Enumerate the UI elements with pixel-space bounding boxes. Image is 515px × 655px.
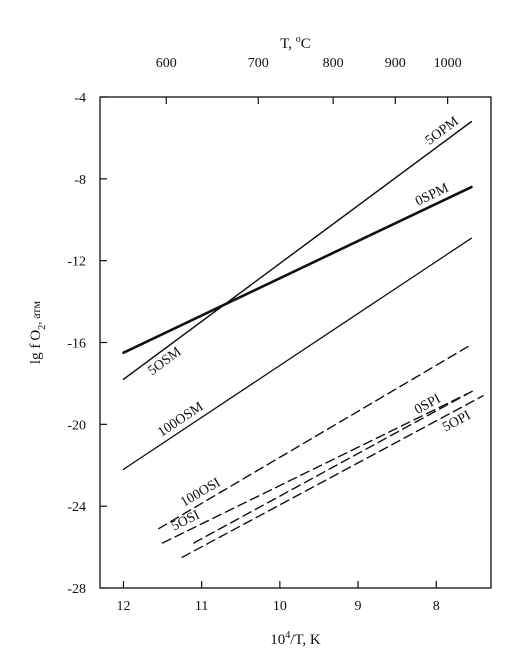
y-tick-label: -20 — [67, 418, 86, 433]
top-tick-label: 800 — [323, 56, 344, 71]
x-tick-label: 11 — [195, 599, 208, 614]
y-axis-title: lg fO2, атм — [28, 301, 48, 365]
series-line-5osm — [122, 120, 473, 380]
curve-label-5osi: 5OSI — [169, 508, 202, 535]
series-line-100osi — [157, 343, 473, 530]
curve-label-5opi: 5OPI — [440, 408, 473, 435]
plot-frame — [99, 96, 492, 589]
y-tick-label: -24 — [67, 500, 86, 515]
curve-label-100osi: 100OSI — [178, 475, 223, 510]
x-tick-label: 9 — [355, 599, 362, 614]
x-axis-title: 104/T, K — [270, 630, 321, 648]
y-tick-label: -8 — [74, 173, 86, 188]
y-axis-ticks: -4 -8 -12 -16 -20 -24 -28 — [67, 91, 107, 597]
x-tick-label: 12 — [116, 599, 130, 614]
y-tick-label: -16 — [67, 337, 86, 352]
series-line-5opi — [181, 394, 484, 559]
y-tick-label: -4 — [74, 91, 86, 106]
top-tick-label: 700 — [248, 56, 269, 71]
series-line-5osi — [161, 392, 469, 544]
top-axis-ticks: 600 700 800 900 1000 — [156, 56, 462, 104]
series-line-0spm — [122, 185, 473, 355]
series-layer — [122, 120, 484, 559]
top-tick-label: 600 — [156, 56, 177, 71]
series-line-0spi — [193, 388, 477, 544]
y-tick-label: -28 — [67, 582, 86, 597]
y-tick-label: -12 — [67, 255, 86, 270]
top-tick-label: 900 — [385, 56, 406, 71]
top-tick-label: 1000 — [434, 56, 462, 71]
top-axis-title: T, oC — [280, 34, 311, 52]
series-line-100osm — [122, 237, 473, 470]
x-axis-ticks: 12 11 10 9 8 — [116, 581, 440, 614]
x-tick-label: 10 — [273, 599, 287, 614]
x-tick-label: 8 — [433, 599, 440, 614]
curve-label-5osm: 5OSM — [145, 344, 184, 379]
